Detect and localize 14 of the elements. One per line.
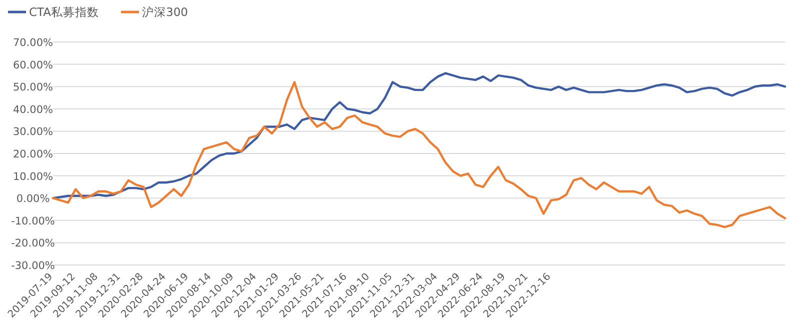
y-tick-label: 40.00% xyxy=(12,104,54,116)
y-tick-label: 0.00% xyxy=(16,193,50,206)
y-tick-label: -20.00% xyxy=(11,238,55,250)
y-tick-label: 30.00% xyxy=(12,126,54,138)
y-tick-label: 60.00% xyxy=(12,59,54,72)
y-tick-label: -30.00% xyxy=(11,260,55,272)
y-tick-label: 20.00% xyxy=(12,148,54,160)
y-tick-label: 70.00% xyxy=(12,37,54,49)
legend-label: 沪深300 xyxy=(142,5,188,19)
line-series xyxy=(52,72,786,200)
y-tick-label: 10.00% xyxy=(12,170,54,183)
y-tick-label: 50.00% xyxy=(12,82,54,94)
y-tick-label: -10.00% xyxy=(11,215,55,228)
legend-label: CTA私募指数 xyxy=(29,5,100,19)
